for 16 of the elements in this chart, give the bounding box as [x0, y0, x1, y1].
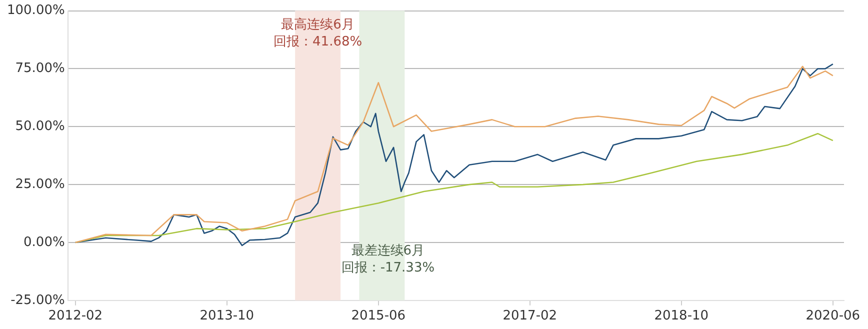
annotation: 回报：41.68% [274, 34, 362, 50]
x-tick-label: 2018-10 [654, 308, 709, 324]
x-tick-label: 2013-10 [200, 308, 254, 324]
annotation: 回报：-17.33% [341, 260, 435, 276]
x-tick-label: 2020-06 [806, 308, 860, 324]
x-tick-label: 2012-02 [48, 308, 103, 324]
y-tick-label: -25.00% [10, 292, 65, 308]
y-tick-label: 100.00% [6, 3, 65, 18]
y-tick-label: 50.00% [15, 119, 65, 134]
band-label: 最高连续6月 [281, 16, 354, 33]
x-tick-label: 2015-06 [351, 308, 406, 324]
y-tick-label: 75.00% [15, 61, 65, 76]
x-tick-label: 2017-02 [502, 308, 558, 324]
y-tick-label: 0.00% [24, 234, 65, 250]
y-tick-label: 25.00% [15, 176, 65, 192]
band-label: 最差连续6月 [351, 243, 425, 258]
